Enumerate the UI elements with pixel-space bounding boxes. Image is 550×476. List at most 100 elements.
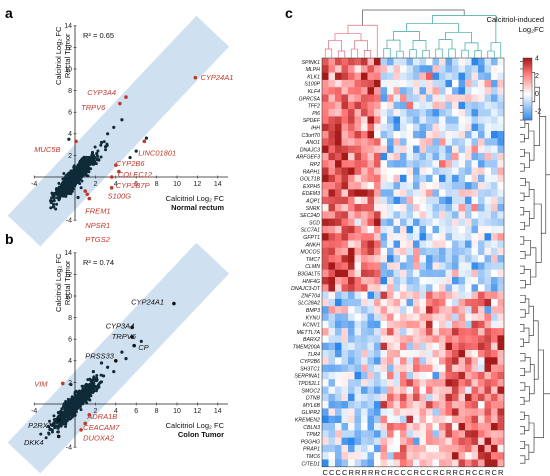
data-point (104, 145, 108, 149)
heatmap-cell (413, 269, 420, 278)
heatmap-cell (426, 189, 433, 197)
heatmap-cell (361, 123, 368, 132)
row-dendrogram-branch (524, 269, 531, 285)
data-point (49, 206, 53, 210)
heatmap-cell (400, 277, 407, 285)
heatmap-cell (400, 342, 407, 351)
x-tick-label: 8 (155, 408, 159, 415)
heatmap-cell (328, 393, 336, 402)
heatmap-cell (335, 364, 342, 373)
heatmap-cell (471, 335, 479, 343)
heatmap-cell (465, 87, 472, 95)
colorbar-step (523, 89, 532, 91)
heatmap-cell (419, 452, 427, 460)
heatmap-cell (465, 306, 472, 314)
heatmap-cell (413, 284, 420, 292)
heatmap-cell (432, 72, 440, 81)
heatmap-cell (393, 109, 401, 117)
y-tick-label: 6 (68, 337, 72, 344)
heatmap-cell (380, 328, 388, 336)
heatmap-cell (354, 423, 362, 431)
heatmap-cell (497, 123, 505, 132)
heatmap-cell (419, 167, 427, 175)
heatmap-cell (465, 72, 472, 81)
heatmap-cell (471, 211, 479, 219)
data-point (112, 370, 116, 374)
heatmap-cell (406, 123, 414, 132)
heatmap-row-label: CLMN (305, 264, 320, 270)
row-dendrogram-branch (520, 148, 525, 157)
heatmap-cell (367, 328, 375, 336)
heatmap-cell (393, 459, 401, 467)
heatmap-row-label: SPDEF (303, 118, 321, 124)
heatmap-cell (497, 342, 505, 351)
heatmap-cell (341, 371, 349, 380)
data-point (54, 207, 58, 211)
heatmap-cell (465, 408, 472, 416)
heatmap-cell (497, 452, 505, 460)
heatmap-cell (419, 58, 427, 66)
heatmap-cell (426, 247, 433, 256)
heatmap-cell (393, 291, 401, 300)
heatmap-cell (374, 371, 381, 380)
heatmap-cell (491, 277, 498, 285)
data-point (97, 385, 101, 389)
heatmap-cell (413, 437, 420, 446)
data-point (89, 379, 93, 383)
data-point (93, 378, 97, 382)
heatmap-cell (361, 160, 368, 168)
heatmap-cell (432, 218, 440, 227)
heatmap-cell (471, 379, 479, 387)
heatmap-cell (348, 401, 355, 409)
heatmap-cell (406, 350, 414, 358)
heatmap-cell (426, 269, 433, 278)
heatmap-cell (439, 211, 446, 219)
heatmap-cell (491, 255, 498, 263)
heatmap-cell (328, 167, 336, 175)
data-point (86, 378, 90, 382)
heatmap-row-label: B3GALT5 (298, 272, 321, 278)
heatmap-cell (374, 189, 381, 197)
heatmap-cell (478, 225, 485, 234)
heatmap-cell (322, 58, 329, 66)
heatmap-cell (393, 58, 401, 66)
heatmap-cell (393, 138, 401, 146)
heatmap-cell (322, 357, 329, 365)
data-point (63, 411, 67, 415)
row-dendrogram-branch (524, 415, 530, 431)
heatmap-cell (497, 145, 505, 154)
heatmap-cell (380, 123, 388, 132)
heatmap-cell (328, 247, 336, 256)
colorbar-step (523, 59, 532, 62)
heatmap-cell (367, 72, 375, 81)
heatmap-cell (471, 291, 479, 300)
heatmap-cell (439, 452, 446, 460)
heatmap-cell (491, 160, 498, 168)
y-tick-label: -4 (66, 218, 72, 225)
heatmap-cell (432, 87, 440, 95)
data-point (79, 408, 83, 412)
heatmap-cell (328, 415, 336, 424)
row-dendrogram-branch (524, 357, 531, 373)
data-point (51, 424, 55, 428)
heatmap-cell (484, 101, 492, 110)
heatmap-cell (445, 364, 453, 373)
gene-label: CYP2B6 (116, 159, 146, 168)
heatmap-cell (452, 225, 459, 234)
heatmap-cell (439, 430, 446, 438)
heatmap-cell (452, 160, 459, 168)
heatmap-cell (348, 342, 355, 351)
heatmap-cell (380, 189, 388, 197)
heatmap-cell (387, 328, 394, 336)
heatmap-cell (491, 65, 498, 73)
heatmap-cell (426, 94, 433, 102)
heatmap-cell (400, 357, 407, 365)
data-point (85, 387, 89, 391)
heatmap-cell (361, 320, 368, 329)
heatmap-cell (445, 182, 453, 190)
heatmap-cell (348, 131, 355, 139)
heatmap-cell (452, 204, 459, 212)
heatmap-cell (374, 211, 381, 219)
highlight-point (56, 434, 61, 439)
heatmap-cell (491, 306, 498, 314)
